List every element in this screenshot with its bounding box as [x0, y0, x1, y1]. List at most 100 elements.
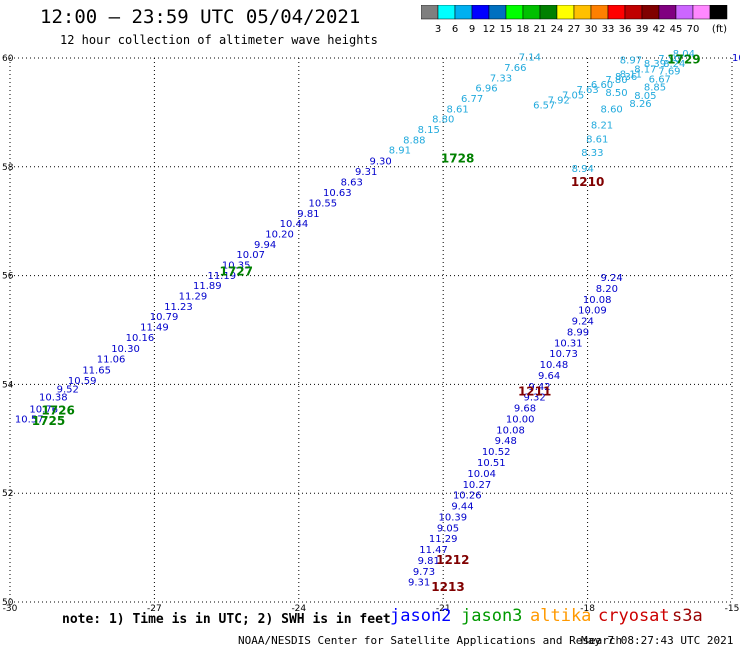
color-scale-label: 39	[636, 24, 649, 35]
color-scale-label: 42	[653, 24, 666, 35]
color-scale-swatch	[658, 5, 677, 20]
wave-height-label: 6.67	[649, 74, 671, 85]
wave-height-label: 7.69	[658, 66, 680, 77]
wave-height-label: 8.11	[620, 70, 642, 81]
wave-height-label: 9.94	[254, 240, 276, 251]
color-scale-swatch	[556, 5, 575, 20]
color-scale-label: 27	[568, 24, 581, 35]
wave-height-label: 7.50	[658, 54, 680, 65]
pass-time-label: 1210	[571, 175, 604, 189]
wave-height-label: 9.52	[57, 385, 79, 396]
wave-height-label: 8.05	[634, 91, 656, 102]
wave-height-label: 10.16	[126, 333, 155, 344]
color-scale: 3 6 9 12 15 18 21 24 27 30 33 36 39 42 45 70 (ft)	[421, 5, 728, 35]
wave-height-label: 8.61	[447, 104, 469, 115]
color-scale-label: 30	[585, 24, 598, 35]
wave-height-label: 8.21	[591, 121, 613, 132]
pass-time-label: 1211	[518, 384, 551, 398]
wave-height-label: 10.52	[482, 447, 511, 458]
pass-time-label: 1729	[667, 52, 700, 66]
wave-height-label: 8.63	[341, 177, 363, 188]
wave-height-label: 8.36	[615, 72, 637, 83]
wave-height-label: 11.49	[140, 323, 169, 334]
wave-height-label: 11.47	[419, 545, 448, 556]
wave-height-label: 9.31	[355, 167, 377, 178]
color-scale-swatch	[539, 5, 558, 20]
color-scale-swatch	[471, 5, 490, 20]
wave-height-label: 8.97	[620, 55, 642, 66]
wave-height-label: 7.92	[548, 95, 570, 106]
wave-height-label: 10.63	[323, 188, 352, 199]
color-scale-label: 24	[551, 24, 564, 35]
wave-height-label: 8.99	[567, 327, 589, 338]
wave-height-label: 8.33	[581, 148, 603, 159]
wave-height-label: 10.07	[236, 250, 265, 261]
wave-height-label: 8.80	[432, 115, 454, 126]
wave-height-label: 9.32	[524, 393, 546, 404]
wave-height-label: 9.05	[437, 523, 459, 534]
wave-height-label: 9.73	[413, 567, 435, 578]
y-tick-label: 50	[2, 598, 14, 608]
x-tick-label: -30	[3, 604, 18, 614]
x-tick-label: -24	[291, 604, 306, 614]
wave-height-label: 6.77	[461, 94, 483, 105]
legend-jason2: jason2	[390, 606, 452, 626]
footer-credit: NOAA/NESDIS Center for Satellite Applica…	[238, 634, 623, 647]
color-scale-swatch	[709, 5, 728, 20]
pass-time-label: 1213	[431, 580, 464, 594]
color-scale-label: 3	[435, 24, 441, 35]
wave-height-label: 11.29	[429, 534, 458, 545]
wave-height-label: 11.29	[179, 292, 208, 303]
color-scale-swatch	[488, 5, 507, 20]
wave-height-label: 11.89	[193, 281, 222, 292]
pass-time-label: 1725	[32, 414, 65, 428]
wave-height-label: 9.24	[572, 317, 594, 328]
wave-height-label: 8.60	[601, 104, 623, 115]
wave-height-label: 8.20	[596, 284, 618, 295]
wave-height-label: 11.23	[164, 302, 193, 313]
wave-height-label: 7.33	[490, 73, 512, 84]
wave-height-label: 10.35	[222, 261, 251, 272]
wave-height-label: 10.57	[15, 414, 44, 425]
footer-timestamp: May 7 08:27:43 UTC 2021	[581, 634, 734, 647]
wave-height-label: 10.30	[111, 344, 140, 355]
legend-altika: altika	[530, 606, 592, 626]
wave-height-label: 10.51	[477, 458, 506, 469]
wave-height-label: 9.30	[369, 157, 391, 168]
color-scale-swatch	[607, 5, 626, 20]
wave-height-label: 8.94	[572, 164, 594, 175]
wave-height-label: 7.14	[519, 53, 541, 64]
wave-height-label: 10.59	[68, 376, 97, 387]
wave-height-label: 9.81	[297, 209, 319, 220]
wave-height-label: 10.08	[496, 425, 525, 436]
wave-height-label: 9.48	[495, 436, 517, 447]
wave-height-label: 8.50	[605, 88, 627, 99]
y-tick-label: 56	[2, 272, 14, 282]
color-scale-label: 18	[517, 24, 530, 35]
wave-height-label: 10.26	[453, 491, 482, 502]
wave-height-label: 10.20	[265, 230, 294, 241]
wave-height-label: 9.68	[514, 404, 536, 415]
wave-height-label: 10.38	[39, 393, 68, 404]
wave-height-label: 10.48	[540, 360, 569, 371]
wave-height-label: 7.66	[504, 63, 526, 74]
wave-height-label: 10.31	[554, 338, 583, 349]
wave-height-label: 6.60	[591, 80, 613, 91]
color-scale-swatch	[573, 5, 592, 20]
wave-height-label: 9.31	[408, 578, 430, 589]
color-scale-label: 12	[483, 24, 496, 35]
color-scale-swatch	[624, 5, 643, 20]
legend-jason3: jason3	[461, 606, 523, 626]
wave-height-label: 10.55	[309, 199, 338, 210]
y-tick-label: 52	[2, 489, 13, 499]
color-scale-label: 70	[687, 24, 700, 35]
color-scale-label: 36	[619, 24, 632, 35]
wave-height-label: 6.96	[475, 84, 497, 95]
wave-height-label: 8.24	[663, 59, 685, 70]
wave-height-label: 9.24	[601, 273, 623, 284]
wave-height-label: 9.64	[538, 371, 560, 382]
x-tick-label: -18	[580, 604, 595, 614]
color-scale-swatch	[641, 5, 660, 20]
wave-height-label: 11.19	[207, 271, 236, 282]
